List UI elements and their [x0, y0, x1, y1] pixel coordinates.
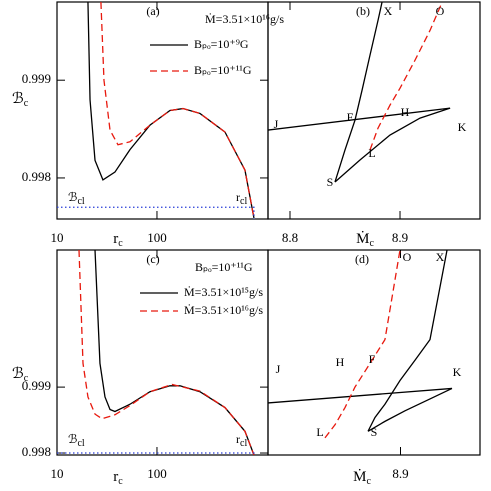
annotation-main: r	[236, 190, 240, 204]
point-label: S	[327, 175, 334, 189]
annotation-sub: cl	[240, 438, 247, 449]
series-line	[324, 250, 401, 439]
x-axis-label-main: Ṁ	[356, 231, 369, 247]
x-tick-label: 100	[147, 466, 167, 481]
annotation-sub: cl	[77, 438, 84, 449]
y-axis-label-sub: c	[24, 98, 29, 109]
annotation-sub: cl	[77, 196, 84, 207]
point-label: O	[403, 250, 412, 264]
panel-label: (c)	[146, 252, 159, 266]
point-label: S	[371, 425, 378, 439]
legend-label: Ṁ=3.51×10¹⁵g/s	[184, 285, 263, 299]
panel-label: (a)	[146, 4, 159, 18]
point-label: J	[276, 362, 281, 376]
annotation-main: r	[236, 432, 240, 446]
legend-label: Bₚₒ=10⁺⁹G	[194, 37, 249, 51]
point-label: X	[384, 4, 393, 18]
point-label: K	[458, 120, 467, 134]
series-line	[369, 2, 443, 151]
point-label: H	[401, 105, 410, 119]
series-line	[57, 452, 255, 455]
plot-area	[268, 2, 451, 183]
series-line	[94, 250, 255, 455]
plot-area	[268, 250, 453, 439]
point-label: J	[274, 117, 279, 131]
y-tick-label: 0.999	[22, 71, 51, 86]
annotation-sub: cl	[240, 196, 247, 207]
annotation-main: ℬ	[68, 190, 77, 204]
y-axis-label-main: ℬ	[12, 366, 24, 382]
x-axis-label: Ṁc	[353, 469, 371, 487]
y-axis-label: ℬc	[12, 366, 29, 384]
x-tick-label: 8.9	[392, 466, 408, 481]
point-label: L	[368, 146, 375, 160]
x-tick-label: 8.8	[282, 230, 298, 245]
x-axis-label-main: r	[113, 231, 118, 247]
x-axis-label: rc	[113, 469, 123, 487]
point-label: F	[369, 352, 376, 366]
panel-label: (b)	[356, 4, 370, 18]
x-axis-label-sub: c	[369, 238, 374, 249]
y-axis-label: ℬc	[12, 91, 29, 109]
x-tick-label: 10	[51, 466, 64, 481]
plot-area	[57, 250, 255, 455]
annotation: ℬcl	[68, 432, 85, 450]
plot-frame	[56, 249, 269, 456]
y-tick-label: 0.998	[22, 444, 51, 459]
y-tick-label: 0.998	[22, 169, 51, 184]
x-axis-label: Ṁc	[356, 231, 374, 249]
x-tick-label: 8.9	[392, 230, 408, 245]
annotation: rcl	[236, 432, 247, 450]
x-axis-label-main: r	[113, 469, 118, 485]
point-label: K	[453, 365, 462, 379]
point-label: O	[436, 4, 445, 18]
point-label: H	[336, 355, 345, 369]
x-axis-label-sub: c	[118, 476, 123, 487]
series-line	[78, 250, 255, 455]
series-line	[334, 2, 383, 183]
series-line	[100, 2, 255, 219]
point-label: L	[316, 425, 323, 439]
x-tick-label: 100	[147, 230, 167, 245]
series-line	[367, 387, 453, 432]
legend-label: Ṁ=3.51×10¹⁶g/s	[184, 303, 263, 317]
panel-label: (d)	[355, 252, 369, 266]
legend-label: Bₚₒ=10⁺¹¹G	[194, 63, 252, 77]
annotation: rcl	[236, 190, 247, 208]
point-label: X	[436, 250, 445, 264]
series-line	[334, 107, 451, 183]
x-axis-label-sub: c	[366, 476, 371, 487]
annotation: Ṁ=3.51×10¹⁶g/s	[205, 12, 284, 26]
plot-area	[57, 2, 255, 219]
series-line	[268, 387, 453, 404]
y-tick-label: 0.999	[22, 378, 51, 393]
y-axis-label-main: ℬ	[12, 91, 24, 107]
series-line	[367, 250, 448, 432]
x-axis-label-main: Ṁ	[353, 469, 366, 485]
annotation: Bₚₒ=10⁺¹¹G	[195, 260, 253, 274]
x-axis-label: rc	[113, 231, 123, 249]
series-line	[268, 107, 451, 131]
series-line	[57, 206, 255, 219]
plot-frame	[267, 1, 481, 220]
annotation: ℬcl	[68, 190, 85, 208]
plot-frame	[267, 249, 481, 456]
point-label: F	[347, 110, 354, 124]
annotation-main: ℬ	[68, 432, 77, 446]
y-axis-label-sub: c	[24, 373, 29, 384]
x-tick-label: 10	[51, 230, 64, 245]
x-axis-label-sub: c	[118, 238, 123, 249]
